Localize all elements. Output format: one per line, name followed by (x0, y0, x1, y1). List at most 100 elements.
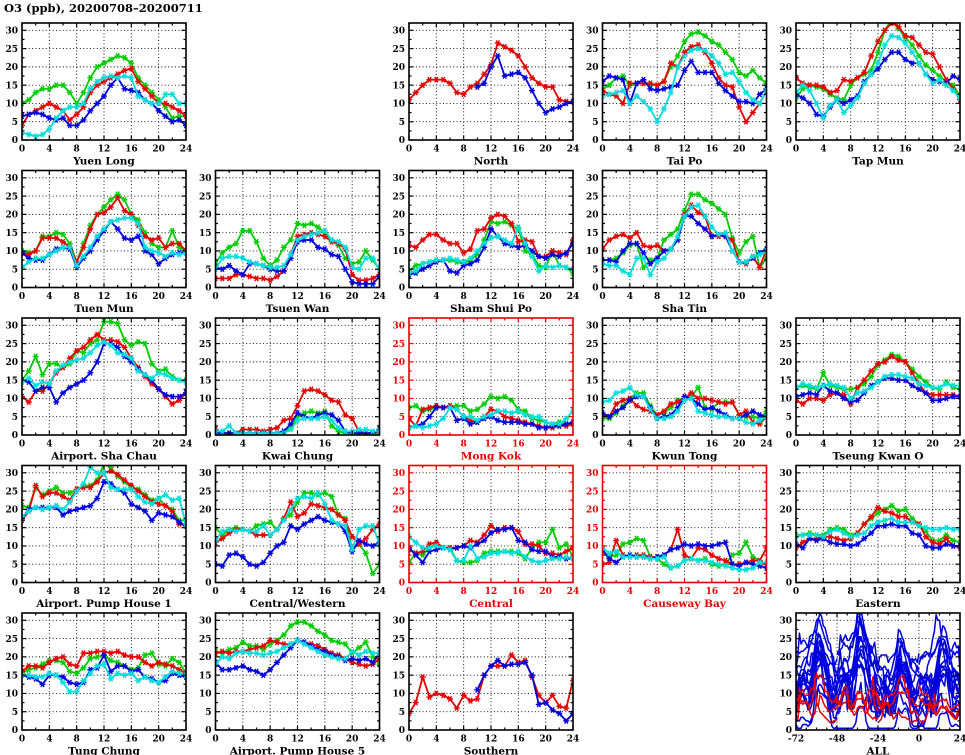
x-tick-label: 8 (267, 292, 273, 302)
x-tick-label: 12 (872, 145, 885, 155)
y-tick-label: 30 (586, 27, 599, 37)
plot-area (796, 502, 960, 551)
x-tick-label: 24 (373, 440, 386, 450)
x-tick-label: 4 (46, 292, 52, 302)
plot-area (22, 52, 186, 140)
x-tick-label: 0 (406, 587, 412, 597)
plot-area (602, 526, 767, 573)
y-tick-label: 5 (12, 118, 18, 128)
y-tick-label: 10 (779, 542, 792, 552)
x-tick-label: 20 (539, 145, 552, 155)
x-tick-label: 12 (485, 440, 498, 450)
y-tick-label: 15 (779, 376, 792, 386)
chart-causeway-bay: 0 4 8 12 16 20 24 0 5 10 15 20 25 30 Causeway Bay (586, 464, 773, 610)
y-tick-label: 25 (5, 487, 18, 497)
x-tick-label: 20 (346, 292, 359, 302)
x-tick-label: 16 (319, 292, 332, 302)
y-tick-label: 5 (399, 118, 405, 128)
chart-airport-pump-house-5: 0 4 8 12 16 20 24 0 5 10 15 20 25 30 Airport. Pump Hou… (199, 612, 386, 755)
y-tick-label: 15 (392, 671, 405, 681)
chart-title: Sham Shui Po (450, 303, 532, 315)
x-tick-label: 12 (678, 440, 691, 450)
plot-area (796, 351, 960, 407)
y-tick-label: 25 (199, 487, 212, 497)
x-tick-label: 0 (19, 440, 25, 450)
y-tick-label: 0 (592, 136, 598, 146)
gridlines (602, 465, 767, 583)
y-tick-label: 25 (5, 635, 18, 645)
chart-tsuen-wan: 0 4 8 12 16 20 24 0 5 10 15 20 25 30 Tsuen Wan (199, 169, 386, 315)
y-tick-label: 20 (392, 211, 405, 221)
series-line (215, 388, 380, 435)
y-tick-label: 20 (5, 63, 18, 73)
y-tick-label: 10 (586, 542, 599, 552)
axis-ticks (601, 170, 768, 289)
plot-area (215, 220, 380, 287)
plot-area (602, 191, 767, 278)
x-tick-label: 16 (899, 587, 912, 597)
y-tick-label: 15 (586, 524, 599, 534)
y-tick-label: 30 (392, 617, 405, 627)
x-tick-label: 24 (180, 735, 193, 745)
series-line (796, 621, 960, 676)
x-tick-label: 12 (485, 735, 498, 745)
series-line (796, 353, 960, 391)
series-markers (22, 650, 186, 677)
x-tick-label: 4 (46, 440, 52, 450)
y-tick-label: 20 (586, 63, 599, 73)
x-tick-label: 24 (567, 735, 580, 745)
y-tick-label: 0 (205, 431, 211, 441)
x-tick-label: 4 (627, 440, 633, 450)
y-tick-label: 25 (199, 192, 212, 202)
x-tick-label: 24 (567, 145, 580, 155)
x-tick-label: 8 (654, 145, 660, 155)
x-tick-label: 4 (820, 145, 826, 155)
y-tick-label: 10 (5, 100, 18, 110)
y-tick-label: 5 (592, 413, 598, 423)
y-tick-label: 10 (392, 542, 405, 552)
plot-area (215, 619, 380, 679)
x-tick-label: -48 (829, 735, 845, 745)
axis-ticks (795, 465, 961, 584)
y-tick-label: 5 (399, 708, 405, 718)
gridlines (796, 318, 960, 435)
x-tick-label: 24 (180, 440, 193, 450)
series-markers (215, 489, 380, 553)
axis-ticks (408, 318, 574, 436)
y-tick-label: 5 (12, 708, 18, 718)
chart-title: Airport. Pump House 5 (229, 746, 365, 755)
x-tick-label: 20 (733, 145, 746, 155)
chart-title: Southern (464, 746, 519, 755)
y-tick-label: 25 (586, 340, 599, 350)
gridlines (796, 465, 960, 583)
chart-title: Tseung Kwan O (832, 451, 923, 463)
y-tick-label: 10 (5, 690, 18, 700)
y-tick-label: 20 (5, 358, 18, 368)
y-tick-label: 10 (199, 542, 212, 552)
y-tick-label: 5 (592, 560, 598, 570)
x-tick-label: 0 (406, 440, 412, 450)
y-tick-label: 20 (586, 358, 599, 368)
axis-ticks (214, 318, 381, 436)
series-line (796, 672, 960, 711)
y-tick-label: 5 (205, 708, 211, 718)
y-tick-label: 30 (779, 322, 792, 332)
series-markers (602, 191, 767, 271)
chart-title: Kwun Tong (652, 451, 718, 463)
y-tick-label: 15 (586, 229, 599, 239)
series-markers (602, 58, 767, 107)
gridlines (22, 318, 186, 435)
x-tick-label: 24 (954, 735, 965, 745)
x-tick-label: 16 (512, 440, 525, 450)
y-tick-label: 20 (199, 653, 212, 663)
gridlines (215, 170, 380, 288)
y-tick-label: 25 (586, 487, 599, 497)
series-markers (215, 220, 380, 273)
y-tick-label: 5 (12, 265, 18, 275)
chart-title: Tsuen Wan (266, 303, 330, 315)
x-tick-label: 16 (319, 735, 332, 745)
series-markers (409, 404, 573, 431)
x-tick-label: 8 (461, 145, 467, 155)
axis-ticks (408, 23, 574, 141)
x-tick-label: 8 (267, 587, 273, 597)
